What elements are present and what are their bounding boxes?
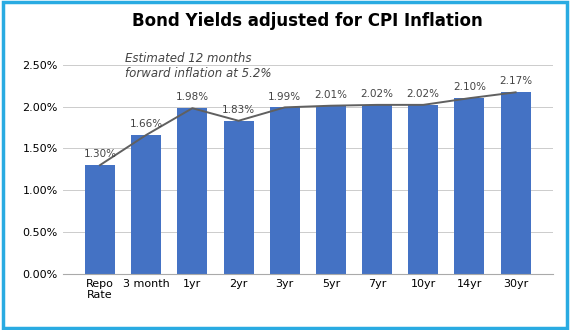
Text: 1.30%: 1.30%	[83, 149, 116, 159]
Text: 2.02%: 2.02%	[361, 89, 393, 99]
Bar	[177, 108, 207, 274]
Bar	[408, 105, 438, 274]
Bar	[270, 107, 300, 274]
Text: 2.10%: 2.10%	[453, 82, 486, 92]
Text: 1.98%: 1.98%	[176, 92, 209, 102]
Text: 1.99%: 1.99%	[268, 91, 302, 102]
Text: 2.17%: 2.17%	[499, 77, 532, 86]
Bar	[85, 165, 115, 274]
Bar	[500, 92, 531, 274]
Text: 1.83%: 1.83%	[222, 105, 255, 115]
Text: 2.02%: 2.02%	[407, 89, 439, 99]
Text: 2.01%: 2.01%	[315, 90, 347, 100]
Bar	[454, 98, 484, 274]
Bar	[131, 135, 161, 274]
Bar	[316, 106, 346, 274]
Title: Bond Yields adjusted for CPI Inflation: Bond Yields adjusted for CPI Inflation	[132, 12, 483, 30]
Text: Estimated 12 months
forward inflation at 5.2%: Estimated 12 months forward inflation at…	[125, 52, 272, 80]
Bar	[362, 105, 392, 274]
Text: 1.66%: 1.66%	[129, 119, 162, 129]
Bar	[223, 121, 254, 274]
